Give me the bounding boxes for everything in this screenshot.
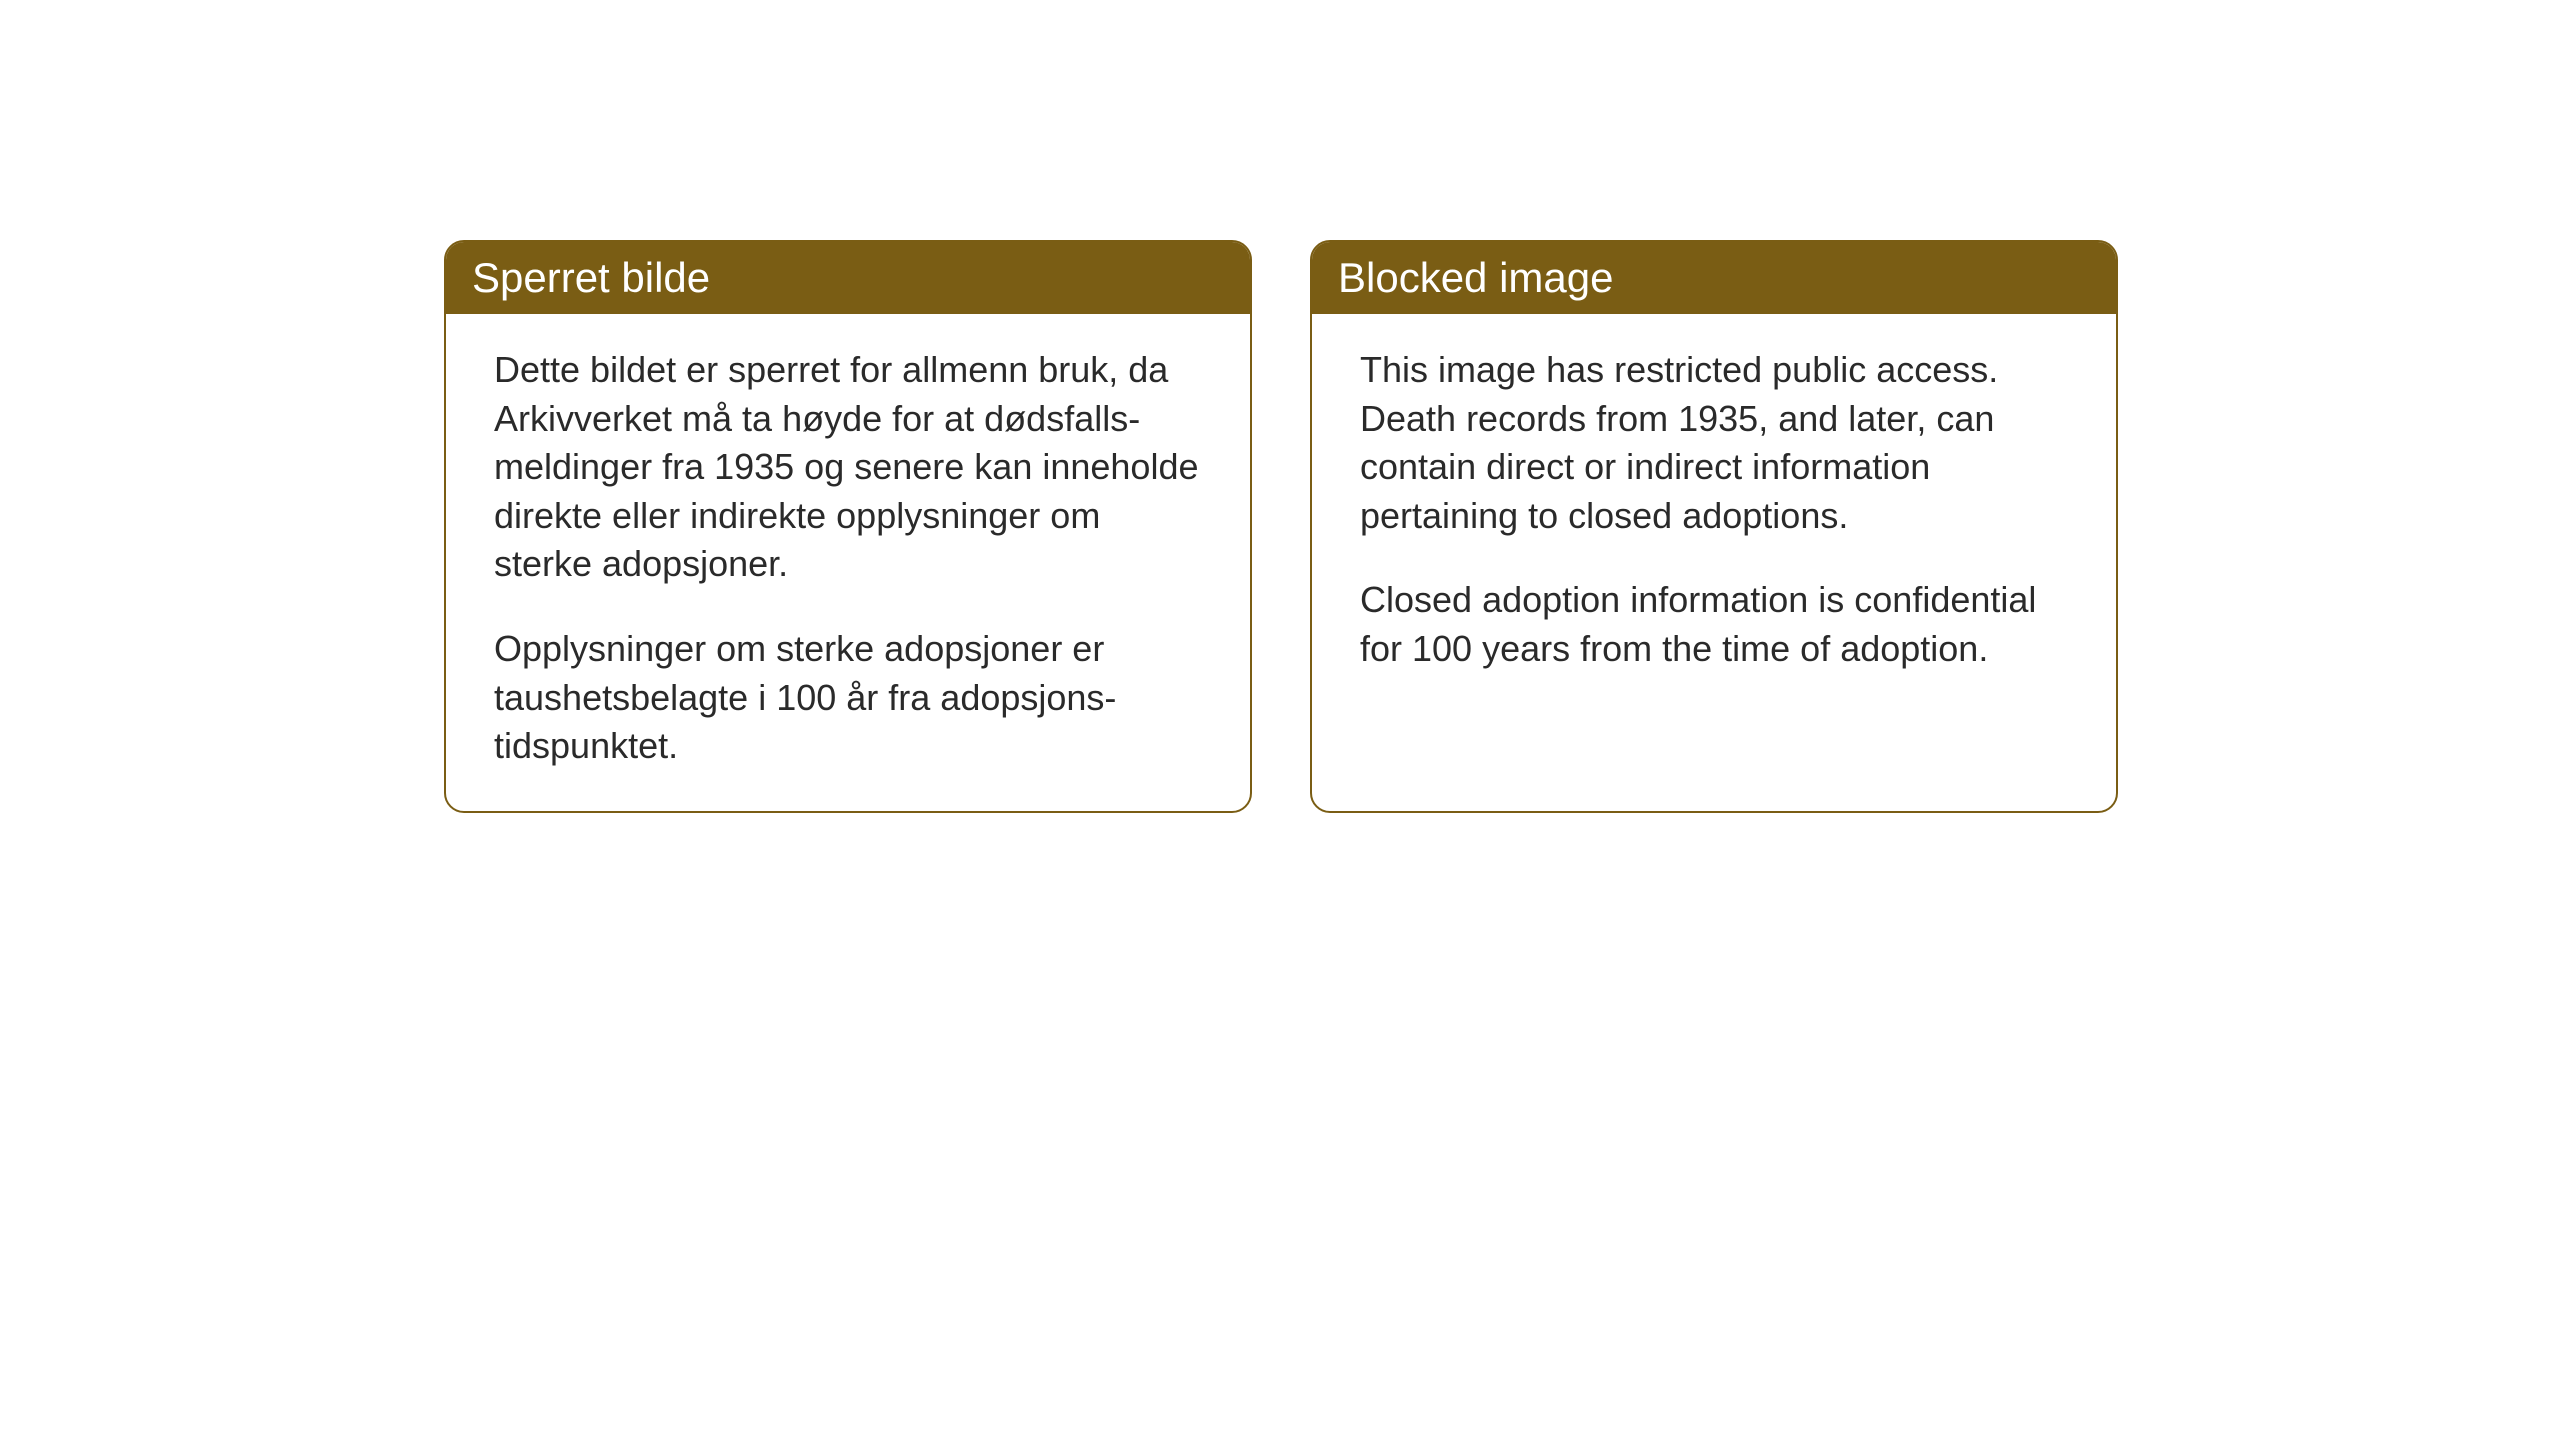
card-norwegian-title: Sperret bilde <box>472 254 710 301</box>
card-norwegian-body: Dette bildet er sperret for allmenn bruk… <box>446 314 1250 811</box>
card-english-body: This image has restricted public access.… <box>1312 314 2116 714</box>
card-english-paragraph-2: Closed adoption information is confident… <box>1360 576 2068 673</box>
card-norwegian: Sperret bilde Dette bildet er sperret fo… <box>444 240 1252 813</box>
card-norwegian-paragraph-1: Dette bildet er sperret for allmenn bruk… <box>494 346 1202 589</box>
cards-container: Sperret bilde Dette bildet er sperret fo… <box>444 240 2118 813</box>
card-english: Blocked image This image has restricted … <box>1310 240 2118 813</box>
card-english-title: Blocked image <box>1338 254 1613 301</box>
card-norwegian-header: Sperret bilde <box>446 242 1250 314</box>
card-norwegian-paragraph-2: Opplysninger om sterke adopsjoner er tau… <box>494 625 1202 771</box>
card-english-paragraph-1: This image has restricted public access.… <box>1360 346 2068 540</box>
card-english-header: Blocked image <box>1312 242 2116 314</box>
